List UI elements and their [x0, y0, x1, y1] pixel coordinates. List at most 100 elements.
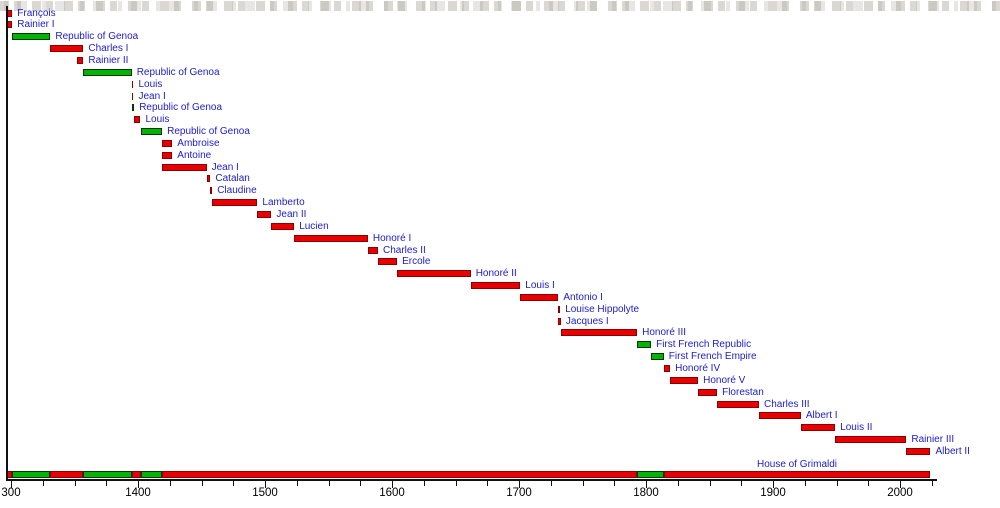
ruler-label: Albert II — [935, 445, 970, 457]
ruler-label: Florestan — [722, 386, 764, 398]
timeline-bar — [7, 21, 13, 29]
timeline-bar — [520, 293, 559, 301]
summary-row-label: House of Grimaldi — [757, 459, 838, 470]
timeline-bar — [77, 56, 84, 64]
ruler-label: Republic of Genoa — [139, 102, 223, 114]
axis-tick — [169, 480, 171, 486]
axis-tick — [487, 480, 489, 486]
clipped-text-artifact — [0, 1, 1000, 11]
x-axis-line — [6, 479, 937, 481]
ruler-label: Jacques I — [565, 315, 609, 327]
ruler-label: Charles II — [383, 244, 426, 256]
ruler-label: Rainier III — [911, 434, 955, 446]
axis-tick — [360, 480, 362, 486]
ruler-label: Louis II — [840, 422, 873, 434]
ruler-label: Albert I — [805, 410, 838, 422]
ruler-label: Claudine — [217, 185, 257, 197]
ruler-label: Antoine — [177, 149, 212, 161]
ruler-label: Rainier I — [17, 19, 55, 31]
ruler-label: Jean I — [138, 90, 166, 102]
ruler-label: Ercole — [402, 256, 431, 268]
axis-tick-label: 1800 — [633, 487, 659, 499]
timeline-bar — [663, 365, 671, 372]
timeline-bar — [12, 33, 51, 41]
axis-tick — [328, 480, 330, 486]
summary-bar-segment — [50, 471, 84, 478]
axis-tick-label: 2000 — [887, 487, 913, 499]
axis-tick — [773, 480, 774, 488]
axis-tick-label: 1900 — [760, 487, 786, 499]
axis-tick — [423, 480, 425, 486]
timeline-bar — [378, 258, 397, 266]
timeline-bar — [470, 282, 521, 290]
axis-tick — [392, 480, 393, 488]
axis-tick — [931, 480, 933, 486]
axis-tick — [42, 480, 44, 486]
axis-tick — [614, 480, 616, 486]
timeline-bar — [651, 353, 664, 361]
timeline-bar — [50, 45, 84, 52]
ruler-label: Lamberto — [262, 197, 305, 209]
ruler-label: Antonio I — [563, 291, 603, 303]
summary-bar-segment — [131, 471, 141, 478]
ruler-label: First French Empire — [668, 351, 757, 363]
ruler-label: Honoré II — [475, 268, 517, 280]
ruler-label: First French Republic — [656, 339, 752, 351]
timeline-bar — [558, 317, 561, 325]
timeline-bar — [558, 305, 561, 313]
timeline-bar — [670, 376, 698, 384]
axis-tick — [868, 480, 870, 486]
axis-tick — [455, 480, 457, 486]
timeline-bar — [131, 104, 135, 112]
ruler-label: Republic of Genoa — [55, 31, 139, 43]
timeline-bar — [367, 246, 379, 254]
axis-tick — [709, 480, 711, 486]
timeline-bar — [162, 163, 207, 171]
ruler-label: Catalan — [215, 173, 250, 185]
timeline-bar — [206, 175, 211, 183]
timeline-bar — [162, 151, 173, 159]
ruler-label: Jean I — [211, 161, 239, 173]
timeline-bar — [7, 9, 13, 17]
axis-tick — [11, 480, 12, 488]
ruler-label: Charles I — [88, 43, 129, 54]
axis-tick — [265, 480, 266, 488]
ruler-label: Honoré I — [372, 232, 412, 244]
summary-bar-segment — [12, 471, 51, 478]
ruler-label: Republic of Genoa — [167, 126, 250, 137]
axis-tick-label: 1600 — [379, 487, 405, 499]
axis-tick-label: 1400 — [125, 487, 151, 499]
timeline-bar — [906, 447, 931, 455]
ruler-label: Louis — [138, 78, 163, 90]
ruler-label: Ambroise — [177, 137, 220, 149]
ruler-label: Rainier II — [88, 54, 129, 66]
timeline-bar — [271, 222, 295, 230]
ruler-label: Lucien — [299, 220, 329, 232]
timeline-bar — [835, 436, 907, 444]
axis-tick — [677, 480, 679, 486]
summary-bar-segment — [7, 471, 13, 478]
summary-bar-segment — [637, 471, 664, 478]
axis-tick-label: 1500 — [252, 487, 278, 499]
axis-tick — [201, 480, 203, 486]
timeline-bar — [800, 424, 836, 432]
summary-bar-segment — [83, 471, 132, 478]
timeline-bar — [211, 199, 258, 207]
timeline-bar — [162, 139, 173, 147]
ruler-label: Honoré III — [642, 327, 687, 339]
timeline-bar — [294, 234, 368, 242]
timeline-bar — [257, 210, 272, 218]
ruler-label: François — [17, 7, 56, 19]
timeline-bar — [698, 388, 718, 396]
ruler-label: Louise Hippolyte — [565, 303, 640, 315]
axis-tick — [582, 480, 584, 486]
ruler-label: Republic of Genoa — [136, 66, 220, 78]
axis-tick — [233, 480, 235, 486]
y-axis-line — [6, 6, 8, 480]
axis-tick-label: 300 — [1, 487, 21, 499]
summary-bar-segment — [140, 471, 163, 478]
timeline-bar — [397, 270, 471, 278]
timeline-bar — [140, 128, 163, 135]
timeline-bar — [131, 80, 134, 88]
